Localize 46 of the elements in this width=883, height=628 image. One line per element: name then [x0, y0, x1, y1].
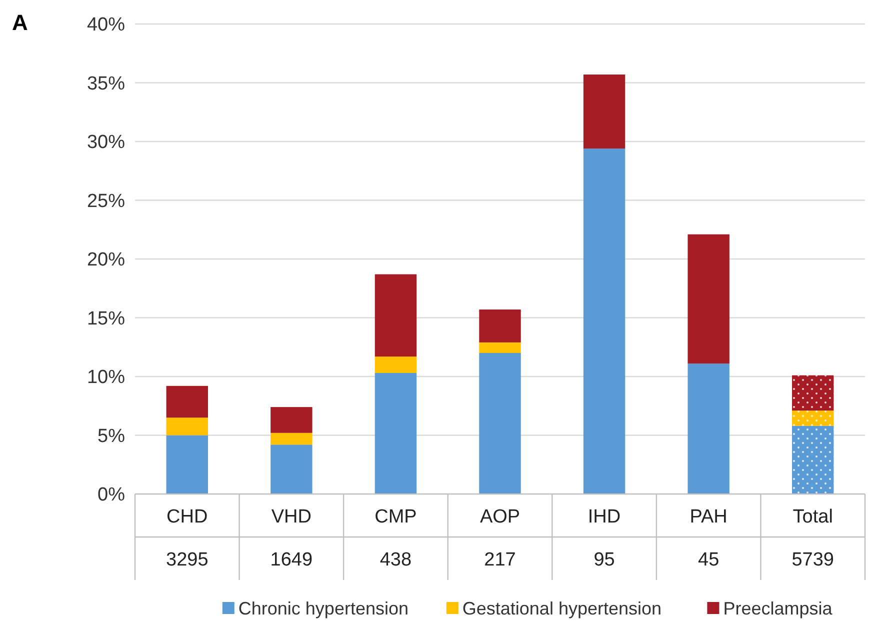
y-tick-label: 10% [86, 367, 126, 388]
bar [270, 407, 312, 433]
bar [374, 356, 417, 373]
bar [688, 364, 730, 494]
text: 217 [484, 550, 516, 571]
text: 438 [380, 550, 412, 571]
text: 45 [698, 550, 720, 571]
bar [583, 74, 626, 149]
bar [166, 386, 208, 418]
y-tick-label: 30% [86, 132, 126, 154]
y-tick-label: 0% [98, 484, 126, 506]
x-tick-label: AOP [480, 506, 520, 528]
bar [270, 444, 312, 494]
text: 5739 [792, 550, 834, 571]
bar [270, 432, 312, 445]
y-tick-label: 25% [86, 190, 126, 212]
x-tick-label: IHD [588, 506, 621, 528]
y-tick-label: 35% [86, 73, 126, 94]
x-tick-label: CHD [166, 506, 208, 528]
x-tick-label: PAH [690, 506, 728, 528]
x-tick-label: CMP [374, 506, 417, 528]
y-tick-label: 40% [86, 14, 126, 36]
text: 1649 [270, 550, 313, 571]
bar [479, 342, 521, 353]
bar [688, 234, 730, 364]
bar [479, 353, 521, 494]
bar [166, 418, 208, 436]
y-tick-label: 20% [86, 250, 126, 271]
bar [792, 410, 834, 426]
y-tick-label: 5% [98, 426, 126, 447]
bar [792, 426, 834, 494]
legend-label: Chronic hypertension [238, 598, 409, 618]
bar [166, 435, 208, 494]
text: 3295 [166, 550, 208, 571]
x-tick-label: VHD [271, 506, 312, 528]
legend-label: Gestational hypertension [462, 598, 662, 618]
bar [479, 310, 521, 342]
bar [583, 148, 626, 494]
text: 95 [594, 550, 615, 571]
bar [374, 372, 417, 494]
bar [792, 375, 834, 411]
legend-label: Preeclampsia [723, 598, 834, 618]
chart-title: A [12, 10, 28, 35]
y-tick-label: 15% [86, 308, 126, 330]
bar [374, 274, 417, 357]
x-tick-label: Total [792, 506, 833, 528]
